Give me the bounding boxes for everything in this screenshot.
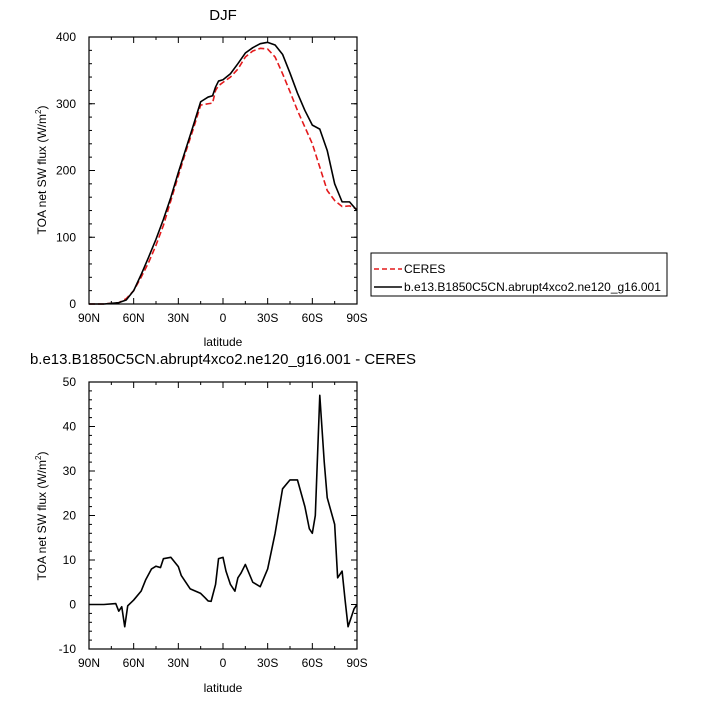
top-x-ticks: 90N 60N 30N 0 30S 60S 90S <box>78 37 368 325</box>
legend-label-model: b.e13.B1850C5CN.abrupt4xco2.ne120_g16.00… <box>404 280 661 294</box>
top-legend: CERES b.e13.B1850C5CN.abrupt4xco2.ne120_… <box>370 252 668 297</box>
bottom-x-ticks: 90N 60N 30N 0 30S 60S 90S <box>78 382 368 670</box>
bottom-chart-title: b.e13.B1850C5CN.abrupt4xco2.ne120_g16.00… <box>30 351 416 368</box>
top-y-axis-label: TOA net SW flux (W/m2) <box>34 106 49 235</box>
y-tick-label: 50 <box>63 375 77 389</box>
top-y-ticks: 0 100 200 300 400 <box>56 30 357 311</box>
legend-label-ceres: CERES <box>404 262 445 276</box>
x-tick-label: 60N <box>123 311 145 325</box>
x-tick-label: 0 <box>220 656 227 670</box>
y-tick-label: 200 <box>56 164 76 178</box>
x-tick-label: 30N <box>167 656 189 670</box>
y-tick-label: 10 <box>63 553 77 567</box>
bottom-panel: b.e13.B1850C5CN.abrupt4xco2.ne120_g16.00… <box>30 351 416 695</box>
series-line-difference <box>89 394 358 628</box>
y-tick-label: 100 <box>56 230 76 244</box>
top-plot-frame <box>88 36 358 305</box>
x-tick-label: 90S <box>346 311 367 325</box>
y-tick-label: 300 <box>56 97 76 111</box>
y-tick-label: 40 <box>63 420 77 434</box>
series-line-b-e13-b1850c5cn-abrupt4xco2-ne120-g16-001 <box>89 41 358 305</box>
y-tick-label: 30 <box>63 464 77 478</box>
bottom-y-axis-label: TOA net SW flux (W/m2) <box>34 452 49 581</box>
y-tick-label: -10 <box>59 642 77 656</box>
x-tick-label: 90N <box>78 311 100 325</box>
bottom-x-axis-label: latitude <box>204 681 243 695</box>
x-tick-label: 60S <box>302 656 323 670</box>
y-tick-label: 400 <box>56 30 76 44</box>
x-tick-label: 0 <box>220 311 227 325</box>
x-tick-label: 90S <box>346 656 367 670</box>
top-chart-title: DJF <box>209 7 237 24</box>
y-tick-label: 0 <box>69 297 76 311</box>
x-tick-label: 30N <box>167 311 189 325</box>
bottom-y-ticks: -10 0 10 20 30 40 50 <box>59 375 357 656</box>
y-tick-label: 20 <box>63 509 77 523</box>
x-tick-label: 60S <box>302 311 323 325</box>
y-tick-label: 0 <box>69 598 76 612</box>
bottom-plot-frame <box>88 381 358 650</box>
series-line-ceres <box>89 47 358 305</box>
x-tick-label: 90N <box>78 656 100 670</box>
bottom-plot-lines <box>89 394 358 628</box>
top-plot-lines <box>89 41 358 305</box>
x-tick-label: 60N <box>123 656 145 670</box>
top-panel: DJF 90N 60N 30N 0 30S 60S 90S 0 100 200 300 400 la… <box>34 7 668 349</box>
top-x-axis-label: latitude <box>204 335 243 349</box>
legend-box <box>370 252 668 297</box>
x-tick-label: 30S <box>257 656 278 670</box>
x-tick-label: 30S <box>257 311 278 325</box>
